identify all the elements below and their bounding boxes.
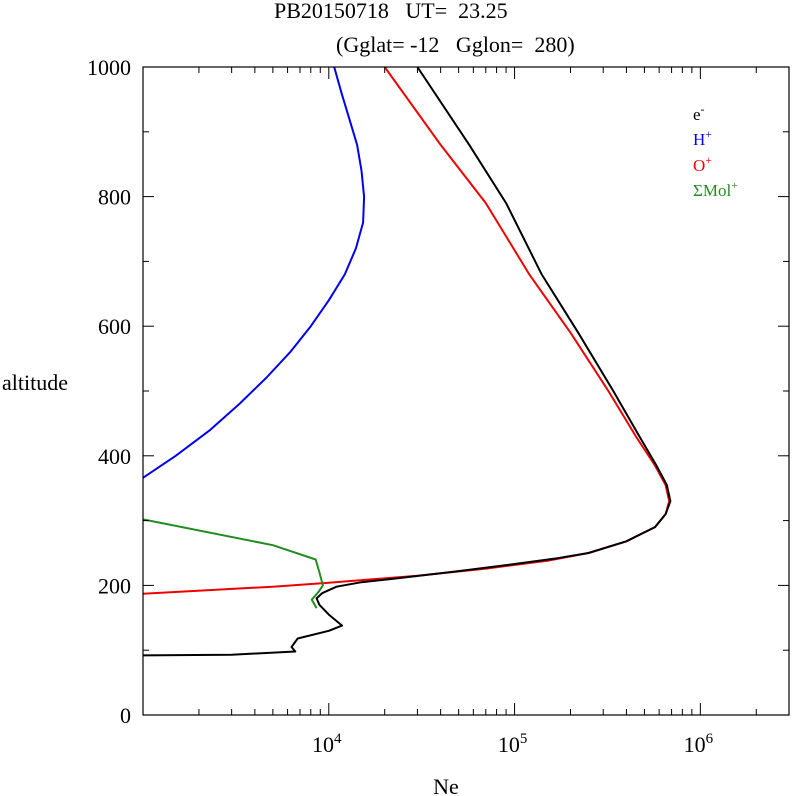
legend-item: H+ [693, 127, 712, 149]
series-line-eminus [143, 67, 672, 657]
series-line-oplus [143, 67, 671, 595]
legend: e- H+ O+ ΣMol+ [693, 102, 738, 200]
y-tick-label: 1000 [87, 55, 131, 80]
y-tick-label: 200 [98, 573, 131, 598]
ticks-layer: 0 200 400 600 800 1000 104 105 106 [87, 55, 790, 757]
y-axis-label: altitude [2, 370, 68, 395]
legend-item: ΣMol+ [693, 178, 738, 200]
series-layer [143, 67, 672, 657]
chart-title: PB20150718 UT= 23.25 [274, 0, 508, 23]
series-line-hplus [143, 67, 366, 479]
y-tick-label: 600 [98, 314, 131, 339]
legend-item: O+ [693, 153, 712, 175]
series-line-summinusmolplus [143, 518, 324, 609]
x-tick-label: 104 [312, 731, 342, 757]
x-tick-label: 105 [498, 731, 528, 757]
chart-subtitle: (Gglat= -12 Gglon= 280) [336, 32, 575, 57]
y-tick-label: 0 [120, 703, 131, 728]
y-tick-label: 400 [98, 444, 131, 469]
legend-item: e- [693, 102, 705, 124]
x-axis-label: Ne [433, 774, 459, 796]
y-tick-label: 800 [98, 185, 131, 210]
x-tick-label: 106 [684, 731, 714, 757]
